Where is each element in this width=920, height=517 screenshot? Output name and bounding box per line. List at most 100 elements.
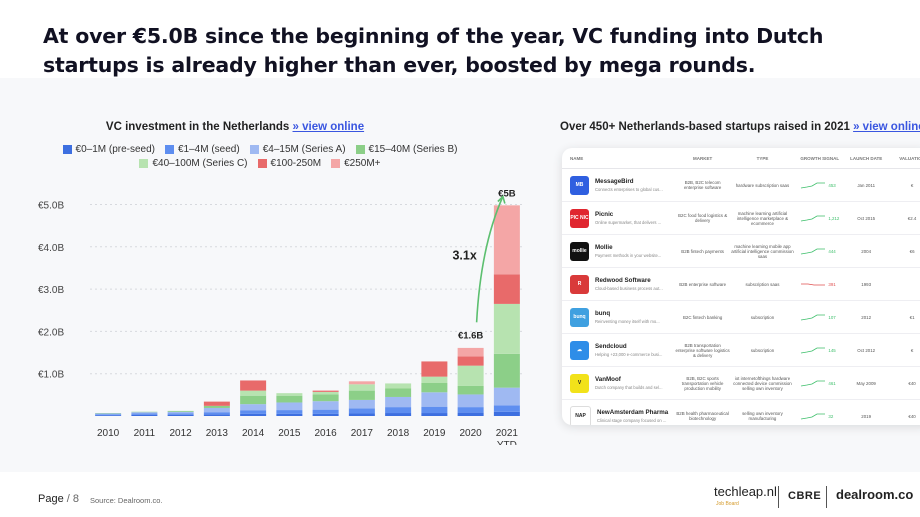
- bar-segment: [240, 404, 267, 411]
- growth-cell: 461: [794, 378, 840, 388]
- column-header[interactable]: LAUNCH DATE: [850, 155, 883, 161]
- sparkline-path: [801, 215, 826, 222]
- market-cell: B2B, B2C telecom enterprise software: [683, 180, 722, 190]
- company-description: Clinical stage company focused on ...: [597, 418, 667, 423]
- column-header[interactable]: TYPE: [756, 155, 769, 161]
- y-tick-label: €3.0B: [38, 285, 64, 296]
- name-cell: NAP NewAmsterdam Pharma Clinical stage com…: [562, 405, 675, 425]
- legend-label: €40–100M (Series C): [152, 158, 248, 169]
- bar-segment: [421, 376, 448, 384]
- x-tick-label: YTD: [497, 440, 517, 445]
- company-name[interactable]: NewAmsterdam Pharma: [597, 409, 669, 416]
- market-cell: B2C food food logistics & delivery: [678, 213, 728, 223]
- table-row[interactable]: MB MessageBird Connects enterprises to glo…: [562, 169, 920, 202]
- x-tick-label: 2021: [496, 428, 519, 439]
- bar-segment: [167, 413, 194, 415]
- legend-item: €100-250M: [257, 158, 322, 169]
- company-name[interactable]: Picnic: [595, 211, 614, 218]
- growth-sparkline: [801, 413, 826, 420]
- company-description: Online supermarket, that delivers ...: [595, 220, 662, 225]
- bar-segment: [457, 385, 484, 395]
- bar-segment: [240, 380, 267, 391]
- chart-view-online-link[interactable]: » view online: [292, 121, 365, 133]
- table-row[interactable]: bunq bunq Reinventing money itself with mo…: [562, 301, 920, 334]
- bar-segment: [312, 394, 339, 402]
- company-name-block: bunq Reinventing money itself with mo...: [595, 310, 660, 324]
- page-number: / 8: [66, 493, 79, 505]
- table-body: MB MessageBird Connects enterprises to glo…: [562, 169, 920, 425]
- market-cell: B2B enterprise software: [679, 281, 727, 287]
- growth-cell: 1,212: [794, 213, 840, 223]
- legend-label: €100-250M: [270, 158, 322, 169]
- annotation-2021: €5B: [498, 189, 516, 200]
- bar-segment: [312, 401, 339, 410]
- growth-sparkline: [801, 248, 826, 255]
- bar-segment: [312, 413, 339, 416]
- legend-label: €1–4M (seed): [178, 144, 240, 155]
- company-name[interactable]: Sendcloud: [595, 343, 627, 350]
- bar-segment: [276, 410, 303, 414]
- x-tick-label: 2016: [315, 428, 338, 439]
- x-tick-label: 2012: [170, 428, 193, 439]
- company-name[interactable]: Redwood Software: [595, 277, 651, 284]
- bar-segment: [493, 405, 520, 412]
- company-name[interactable]: bunq: [595, 310, 611, 317]
- company-name[interactable]: VanMoof: [595, 376, 621, 383]
- column-header[interactable]: GROWTH SIGNAL: [800, 155, 840, 161]
- y-tick-label: €4.0B: [38, 243, 64, 254]
- techleap-logo: techleap.nl: [714, 484, 777, 499]
- legend-label: €250M+: [344, 158, 381, 169]
- legend-item: €15–40M (Series B): [355, 144, 457, 155]
- table-row[interactable]: mollie Mollie Payment methods in your webs…: [562, 235, 920, 268]
- bar-segment: [385, 383, 412, 389]
- table-row[interactable]: NAP NewAmsterdam Pharma Clinical stage com…: [562, 400, 920, 425]
- growth-sparkline: [801, 347, 826, 354]
- y-tick-label: €1.0B: [38, 370, 64, 381]
- type-cell: subscription: [750, 347, 775, 353]
- bar-segment: [312, 409, 339, 414]
- market-cell: B2B, B2C sports transportation vehicle p…: [681, 375, 724, 391]
- market-cell: B2B fintech payments: [681, 248, 724, 254]
- sparkline-path: [801, 283, 826, 286]
- bar-segment: [457, 347, 484, 357]
- bar-segment: [131, 413, 158, 415]
- annotation-multiplier: 3.1x: [452, 248, 476, 262]
- column-header[interactable]: MARKET: [693, 155, 713, 161]
- table-row[interactable]: ☁ Sendcloud Helping +23,000 e-commerce bus…: [562, 334, 920, 367]
- growth-value: 461: [828, 380, 836, 386]
- company-logo: MB: [570, 175, 589, 195]
- brand-divider: [826, 486, 827, 508]
- bar-segment: [348, 399, 375, 409]
- table-view-online-link[interactable]: » view online: [853, 121, 920, 133]
- bar-segment: [457, 356, 484, 366]
- company-name-block: MessageBird Connects enterprises to globa…: [595, 178, 663, 192]
- column-header[interactable]: VALUATION: [899, 155, 920, 161]
- chart-legend: €0–1M (pre-seed) €1–4M (seed) €4–15M (Seri…: [60, 144, 460, 169]
- valuation-cell: €2.4: [907, 215, 917, 221]
- company-name[interactable]: MessageBird: [595, 178, 634, 185]
- valuation-cell: €40: [908, 413, 916, 419]
- growth-cell: 453: [794, 180, 840, 190]
- name-cell: PIC NIC Picnic Online supermarket, that de…: [562, 208, 675, 228]
- company-logo: NAP: [570, 405, 591, 425]
- page-label: Page: [38, 493, 64, 505]
- growth-cell: 145: [794, 345, 840, 355]
- bar-segment: [457, 412, 484, 416]
- source-note: Source: Dealroom.co.: [90, 496, 163, 505]
- bar-segment: [276, 395, 303, 403]
- bar-segment: [203, 407, 230, 413]
- table-row[interactable]: V VanMoof Dutch company that builds and se…: [562, 367, 920, 400]
- table-row[interactable]: R Redwood Software Cloud-based business pr…: [562, 268, 920, 301]
- y-tick-label: €5.0B: [38, 201, 64, 212]
- growth-sparkline: [801, 314, 826, 321]
- growth-arrow: [475, 196, 504, 323]
- table-row[interactable]: PIC NIC Picnic Online supermarket, that de…: [562, 202, 920, 235]
- sparkline-path: [801, 347, 826, 354]
- valuation-cell: €40: [908, 380, 916, 386]
- name-cell: MB MessageBird Connects enterprises to glo…: [562, 175, 675, 195]
- company-name-block: NewAmsterdam Pharma Clinical stage compan…: [597, 409, 668, 423]
- bar-segment: [493, 387, 520, 406]
- bar-segment: [312, 390, 339, 392]
- company-name[interactable]: Mollie: [595, 244, 613, 251]
- column-header[interactable]: NAME: [570, 155, 584, 161]
